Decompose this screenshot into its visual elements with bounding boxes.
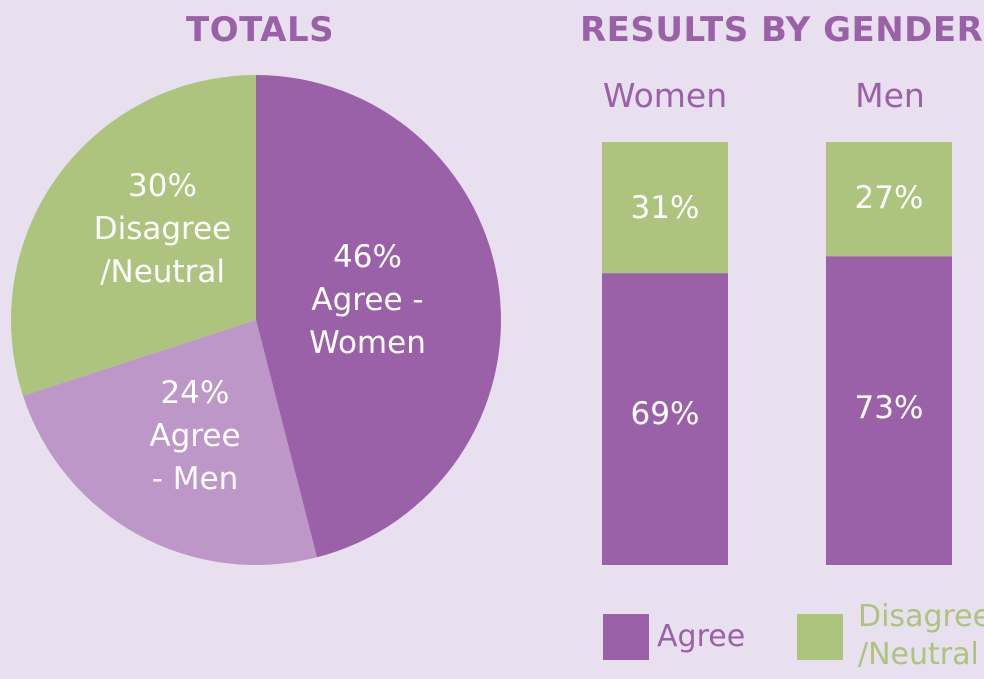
- legend-swatch-disagree-neutral: [797, 614, 843, 660]
- pie-chart-title: TOTALS: [186, 10, 335, 50]
- pie-slice-agree-men: [22, 320, 317, 565]
- bar-women-agree: [602, 273, 728, 565]
- bar-men-disagree-neutral: [826, 142, 952, 257]
- pie-slice-label-agree-men: 24% Agree - Men: [149, 375, 241, 497]
- pie-slice-label-disagree-neutral: 30% Disagree /Neutral: [93, 168, 232, 290]
- bar-label-women-disagree: 31%: [630, 190, 700, 226]
- legend-swatch-agree: [603, 614, 649, 660]
- bar-women-disagree-neutral: [602, 142, 728, 274]
- bar-men-agree: [826, 256, 952, 565]
- category-label-women: Women: [602, 76, 728, 115]
- bar-label-men-disagree: 27%: [854, 180, 924, 216]
- bar-chart-title: RESULTS BY GENDER: [580, 10, 984, 50]
- legend-label-disagree-neutral: Disagree /Neutral: [858, 599, 984, 672]
- pie-slice-disagree-neutral: [10, 75, 256, 396]
- pie-slice-agree-women: [256, 75, 501, 558]
- legend-label-agree: Agree: [657, 619, 746, 654]
- pie-slice-label-agree-women: 46% Agree - Women: [309, 239, 426, 361]
- bar-label-men-agree: 73%: [854, 390, 924, 426]
- category-label-men: Men: [855, 76, 925, 115]
- bar-label-women-agree: 69%: [630, 396, 700, 432]
